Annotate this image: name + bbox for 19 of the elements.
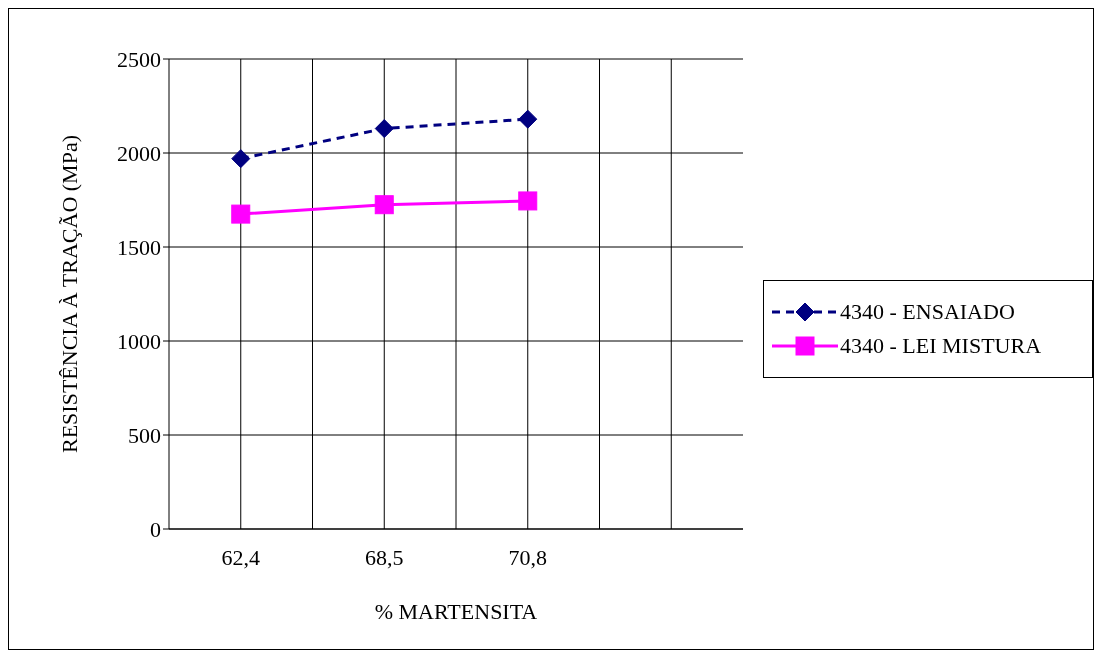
legend-label: 4340 - LEI MISTURA xyxy=(840,333,1043,359)
y-tick-label: 2000 xyxy=(117,140,161,166)
y-tick-label: 0 xyxy=(150,516,161,542)
x-tick-label: 62,4 xyxy=(221,544,260,570)
y-tick-label: 500 xyxy=(128,422,161,448)
point xyxy=(231,204,251,224)
y-tick-label: 2500 xyxy=(117,46,161,72)
point xyxy=(374,195,394,215)
point xyxy=(518,191,538,211)
y-axis-title: RESISTÊNCIA À TRAÇÃO (MPa) xyxy=(56,134,82,454)
y-tick-label: 1000 xyxy=(117,328,161,354)
x-tick-label: 70,8 xyxy=(508,544,547,570)
point xyxy=(374,119,394,139)
y-tick-label: 1500 xyxy=(117,234,161,260)
point xyxy=(518,109,538,129)
legend-label: 4340 - ENSAIADO xyxy=(840,299,1016,325)
x-axis-title: % MARTENSITA xyxy=(374,599,538,624)
x-tick-label: 68,5 xyxy=(365,544,404,570)
point xyxy=(231,149,251,169)
